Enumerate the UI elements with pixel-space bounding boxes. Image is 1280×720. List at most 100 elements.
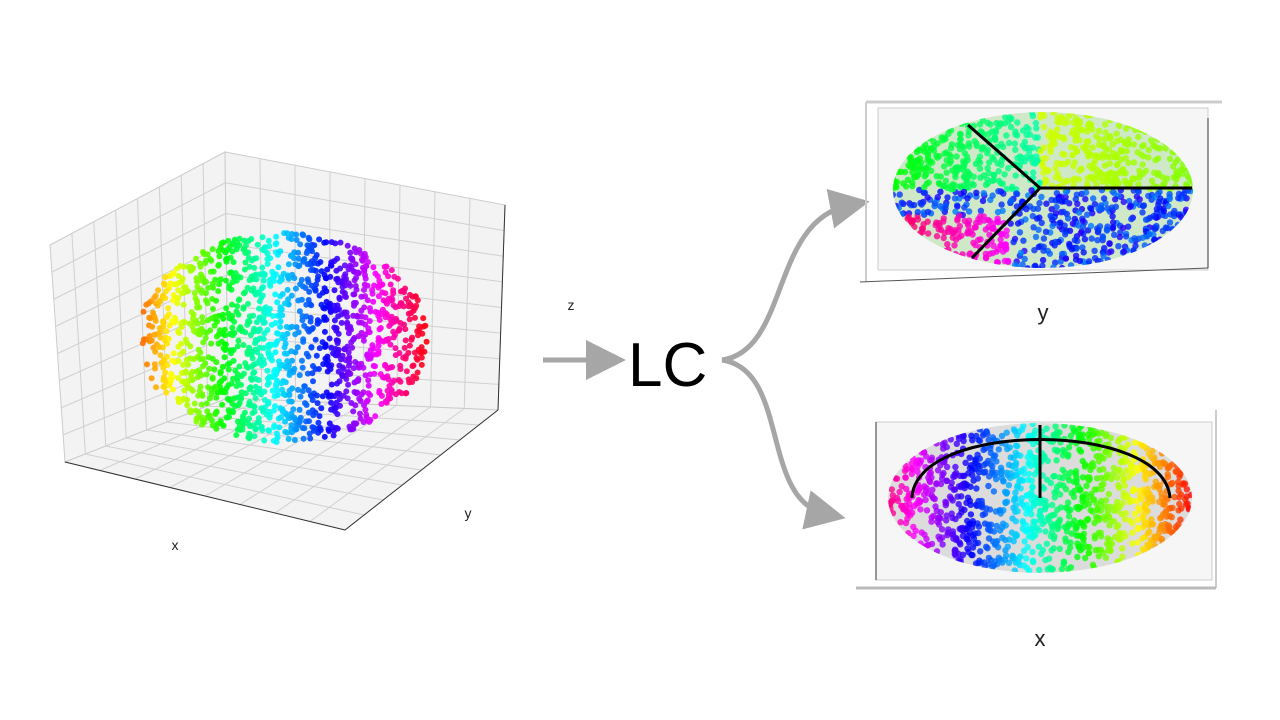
point <box>339 283 346 290</box>
point <box>1171 207 1178 215</box>
point <box>310 378 316 385</box>
point <box>948 510 955 517</box>
point <box>1004 543 1011 550</box>
point <box>1062 193 1069 201</box>
point <box>957 541 964 548</box>
point <box>990 224 997 232</box>
point <box>986 217 993 225</box>
point <box>1106 133 1114 141</box>
point <box>1052 210 1060 217</box>
point <box>255 377 262 383</box>
point <box>963 153 971 160</box>
point <box>402 353 409 360</box>
point <box>235 297 242 304</box>
point <box>248 363 255 370</box>
point <box>1100 481 1107 488</box>
point <box>284 286 291 293</box>
point <box>1139 234 1147 241</box>
point <box>305 387 312 394</box>
point <box>936 514 943 522</box>
point <box>1032 427 1039 434</box>
point <box>350 408 357 415</box>
point <box>312 336 319 343</box>
point <box>185 361 192 368</box>
point <box>217 276 224 283</box>
point <box>1101 135 1109 143</box>
point <box>266 414 273 421</box>
point <box>966 454 973 461</box>
point <box>1070 163 1077 170</box>
point <box>1113 153 1120 161</box>
point <box>1018 495 1025 502</box>
point <box>1151 533 1158 540</box>
point <box>994 537 1001 545</box>
point <box>990 171 998 179</box>
point <box>161 384 168 391</box>
point <box>943 512 950 519</box>
point <box>1075 222 1082 229</box>
point <box>1165 202 1172 210</box>
point <box>197 260 203 267</box>
point <box>226 315 233 322</box>
point <box>261 244 268 251</box>
point <box>326 428 332 434</box>
point <box>379 289 386 296</box>
point <box>276 358 282 365</box>
point <box>195 346 202 353</box>
point <box>193 255 199 262</box>
point <box>358 391 365 398</box>
point <box>279 291 286 297</box>
point <box>345 381 352 388</box>
point <box>969 551 976 559</box>
point <box>1098 205 1105 213</box>
point <box>286 372 293 378</box>
point <box>1038 112 1046 117</box>
point <box>918 165 925 172</box>
point <box>962 459 969 466</box>
point <box>384 337 390 344</box>
point <box>1056 545 1064 552</box>
point <box>273 381 280 388</box>
point <box>921 184 928 191</box>
point <box>240 342 247 348</box>
point <box>1045 555 1053 562</box>
point <box>221 332 228 339</box>
point <box>175 343 182 350</box>
point <box>1107 169 1115 176</box>
point <box>390 290 397 297</box>
point <box>933 480 940 487</box>
point <box>194 283 201 290</box>
point <box>318 405 325 412</box>
point <box>1028 511 1035 518</box>
arrow <box>721 189 870 363</box>
point <box>289 429 295 436</box>
point <box>169 357 176 364</box>
point <box>397 320 404 326</box>
point <box>902 519 910 527</box>
point <box>367 353 374 359</box>
point <box>1074 200 1081 207</box>
point <box>347 370 354 377</box>
point <box>902 474 909 481</box>
point <box>197 356 204 363</box>
point <box>1095 553 1103 560</box>
point <box>338 356 344 363</box>
point <box>998 201 1005 208</box>
point <box>282 300 288 307</box>
point <box>234 303 241 310</box>
point <box>995 246 1002 253</box>
point <box>1043 425 1050 432</box>
point <box>188 373 195 380</box>
point <box>394 275 401 282</box>
point <box>971 459 979 467</box>
point <box>982 445 989 452</box>
point <box>175 357 182 364</box>
point <box>388 267 395 274</box>
point <box>989 434 996 441</box>
point <box>244 348 251 355</box>
point <box>1118 511 1126 518</box>
point <box>966 520 973 527</box>
point <box>309 397 316 404</box>
point <box>1140 443 1147 450</box>
point <box>907 157 915 164</box>
